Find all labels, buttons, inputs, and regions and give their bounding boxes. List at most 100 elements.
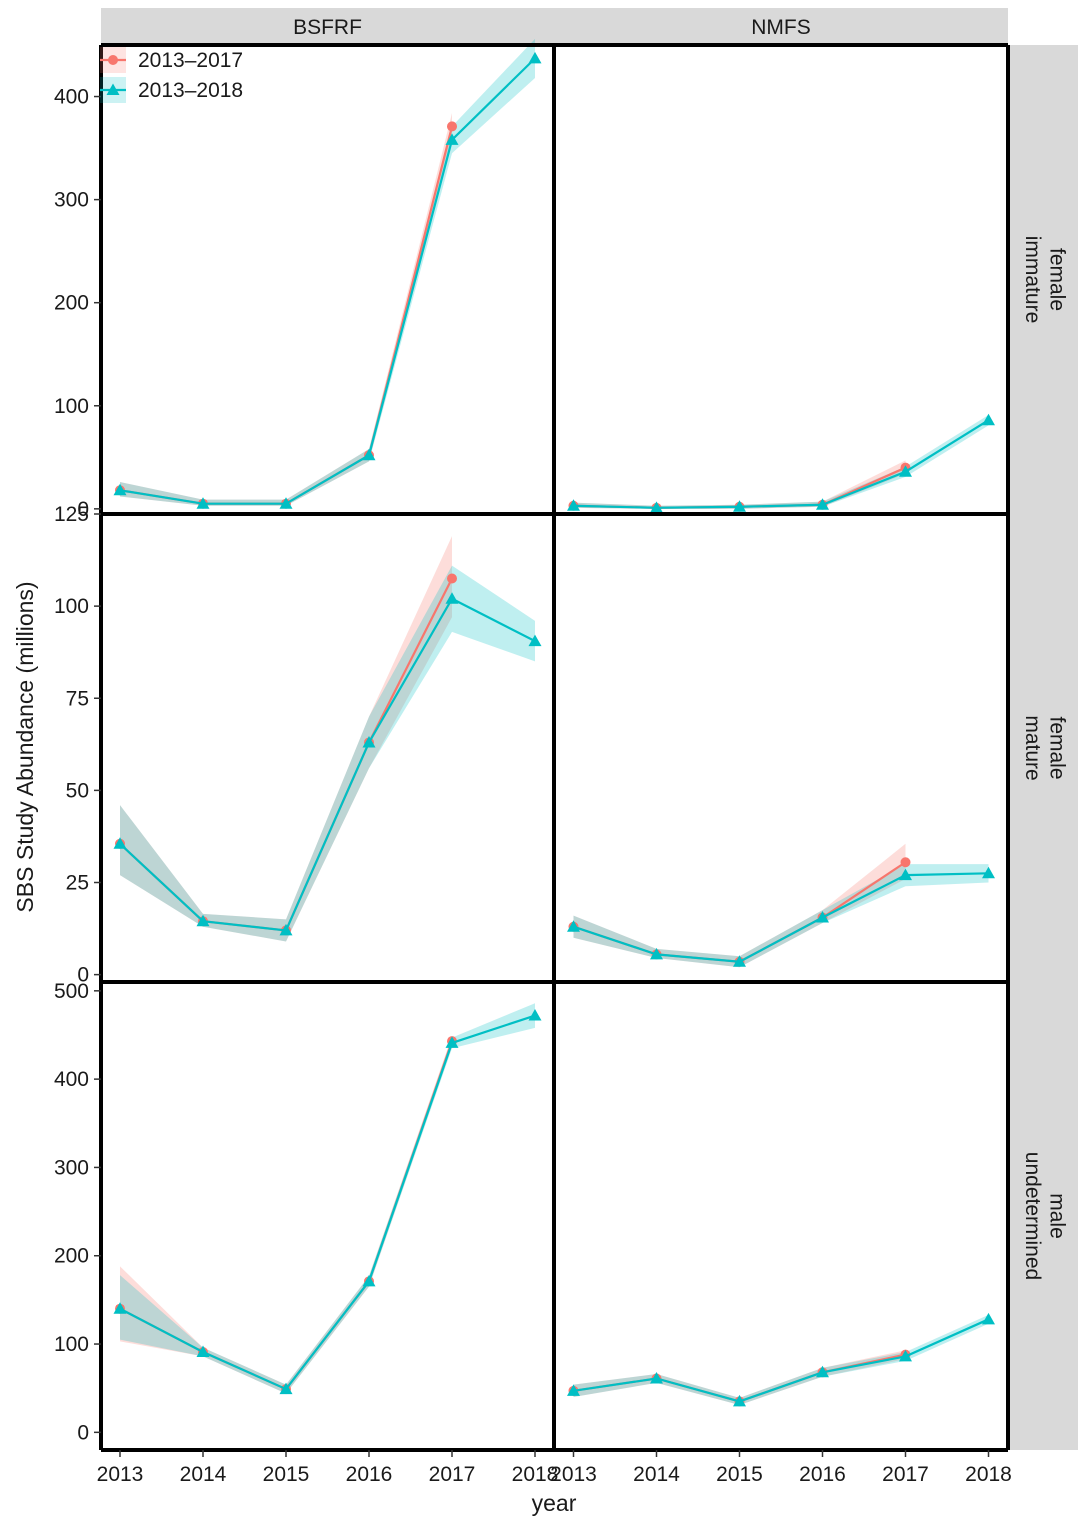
point-2013-2018 [113, 483, 127, 496]
point-2013-2018 [362, 448, 376, 461]
y-axis-row-0: 0 100 200 300 400 [54, 86, 101, 521]
x-tick-label: 2016 [346, 1463, 393, 1486]
point-2013-2018 [528, 51, 542, 64]
point-2013-2018 [650, 1371, 663, 1384]
point-2013-2018 [733, 1394, 746, 1407]
strip-background [1008, 45, 1078, 514]
point-2013-2018 [899, 465, 912, 477]
ci-ribbon-2013-2018 [573, 415, 989, 509]
y-tick-label: 0 [77, 498, 89, 521]
point-2013-2018 [816, 498, 829, 510]
column-strip-label: BSFRF [293, 16, 362, 39]
panel-bsfrf-immature [113, 38, 542, 509]
point-2013-2018 [445, 133, 459, 145]
y-tick-label: 300 [54, 189, 89, 212]
point-2013-2018 [899, 868, 912, 881]
strip-background [101, 8, 554, 45]
point-2013-2018 [528, 634, 542, 647]
x-axis-bsfrf: 2013 2014 2015 2016 2017 2018 [97, 1450, 559, 1486]
row-strip-label-line2: immature [1021, 236, 1044, 324]
ci-ribbon-2013-2018 [120, 565, 535, 942]
ci-ribbon-2013-2017 [120, 113, 452, 506]
series-line-2013-2018 [573, 872, 989, 963]
panel-nmfs-immature [567, 413, 995, 513]
strip-background [1008, 514, 1078, 982]
point-2013-2018 [650, 501, 663, 513]
point-2013-2018 [196, 1345, 210, 1357]
y-tick-label: 75 [66, 687, 89, 710]
ci-ribbon-2013-2017 [573, 460, 906, 509]
point-2013-2018 [113, 837, 127, 849]
y-tick-label: 300 [54, 1156, 89, 1179]
series-line-2013-2018 [119, 57, 536, 505]
panel-nmfs-mature [567, 843, 995, 968]
x-tick-label: 2018 [965, 1463, 1012, 1486]
column-strip-nmfs: NMFS [554, 8, 1008, 45]
point-2013-2018 [279, 497, 293, 509]
point-2013-2018 [650, 947, 663, 960]
y-axis-title: SBS Study Abundance (millions) [12, 581, 38, 912]
point-2013-2017 [447, 121, 457, 132]
column-strip-label: NMFS [751, 16, 811, 39]
point-2013-2018 [279, 923, 293, 936]
point-2013-2017 [900, 857, 911, 868]
legend-key-2013-2018 [106, 83, 120, 95]
y-tick-label: 100 [54, 395, 89, 418]
y-tick-label: 50 [66, 779, 89, 802]
row-strip-label-line2: undetermined [1021, 1152, 1044, 1280]
series-line-2013-2018 [573, 419, 990, 509]
strip-background [1008, 982, 1078, 1450]
x-tick-label: 2015 [716, 1463, 763, 1486]
y-tick-label: 200 [54, 292, 89, 315]
ci-ribbon-2013-2017 [573, 1350, 906, 1405]
column-strip-bsfrf: BSFRF [101, 8, 554, 45]
x-axis-nmfs: 2013 2014 2015 2016 2017 2018 [550, 1450, 1012, 1486]
x-tick-label: 2017 [429, 1463, 476, 1486]
panel-bsfrf-undetermined [113, 1003, 542, 1395]
legend-label-2013-2017: 2013–2017 [138, 49, 243, 72]
point-2013-2018 [196, 497, 210, 509]
ci-ribbon-2013-2018 [573, 1314, 989, 1405]
x-tick-label: 2018 [512, 1463, 559, 1486]
x-tick-label: 2013 [550, 1463, 597, 1486]
row-strip-label-line1: female [1045, 248, 1068, 311]
row-strip-0: femaleimmature [1008, 45, 1078, 514]
series-line-2013-2018 [119, 597, 536, 932]
y-tick-label: 400 [54, 1068, 89, 1091]
point-2013-2018 [362, 1274, 376, 1287]
panel-frames [99, 43, 1010, 1452]
point-2013-2018 [982, 866, 995, 879]
y-tick-label: 100 [54, 1333, 89, 1356]
panel-nmfs-undetermined [567, 1312, 995, 1407]
y-tick-label: 0 [77, 964, 89, 987]
y-tick-label: 400 [54, 86, 89, 109]
point-2013-2018 [982, 413, 995, 426]
point-2013-2018 [567, 499, 580, 511]
x-axis-title: year [532, 1490, 577, 1516]
legend-label-2013-2018: 2013–2018 [138, 79, 243, 102]
point-2013-2018 [445, 592, 459, 604]
row-strip-label: femaleimmature [1021, 236, 1068, 324]
row-strip-2: maleundetermined [1008, 982, 1078, 1450]
x-tick-label: 2014 [180, 1463, 227, 1486]
series-line-2013-2018 [119, 1014, 536, 1391]
point-2013-2018 [733, 500, 746, 512]
row-strip-label-line1: female [1045, 716, 1068, 779]
y-tick-label: 200 [54, 1245, 89, 1268]
point-2013-2018 [279, 1382, 293, 1395]
x-tick-label: 2014 [633, 1463, 680, 1486]
series-line-2013-2018 [573, 1318, 989, 1403]
point-2013-2018 [113, 1302, 127, 1314]
point-2013-2018 [816, 1365, 829, 1378]
point-2013-2017 [447, 573, 457, 584]
ci-ribbon-2013-2018 [573, 864, 989, 968]
y-tick-label: 25 [66, 872, 89, 895]
x-tick-label: 2015 [263, 1463, 310, 1486]
point-2013-2018 [982, 1312, 995, 1325]
y-tick-label: 125 [54, 503, 89, 526]
point-2013-2018 [528, 1009, 542, 1021]
strip-background [554, 8, 1008, 45]
row-strip-label: femalemature [1021, 715, 1068, 780]
